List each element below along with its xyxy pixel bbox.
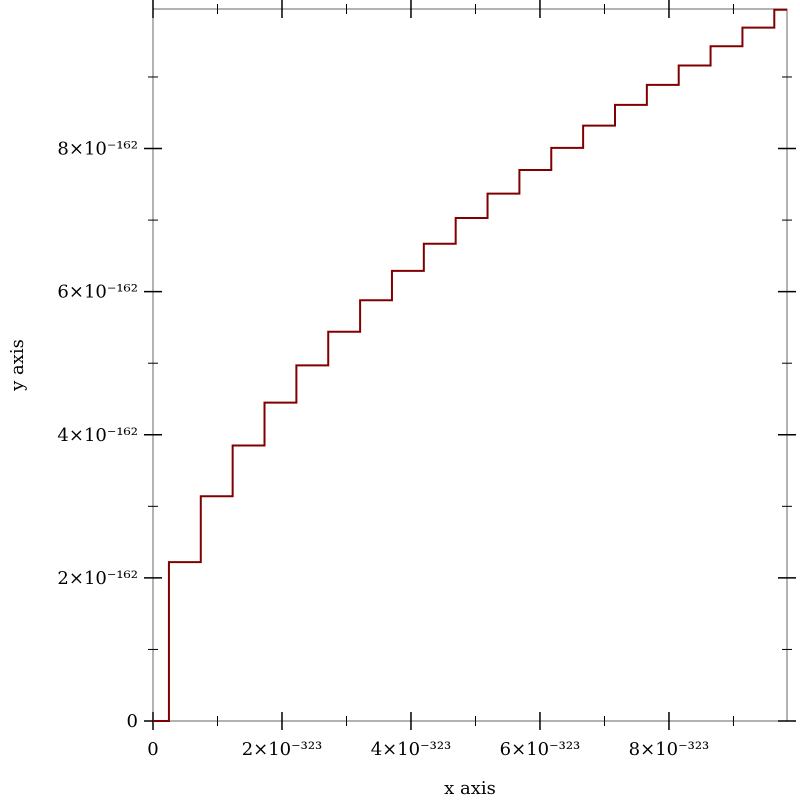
x-tick-label: 4×10⁻³²³	[371, 739, 452, 760]
x-tick-label: 8×10⁻³²³	[629, 739, 710, 760]
y-axis-label: y axis	[7, 339, 28, 392]
x-tick-label: 2×10⁻³²³	[242, 739, 323, 760]
y-tick-label: 8×10⁻¹⁶²	[57, 139, 138, 160]
y-tick-label: 0	[127, 711, 138, 732]
y-tick-label: 6×10⁻¹⁶²	[57, 282, 138, 303]
x-tick-label: 6×10⁻³²³	[500, 739, 581, 760]
data-line	[153, 8, 787, 722]
x-axis-label: x axis	[444, 778, 496, 799]
x-tick-label: 0	[147, 739, 158, 760]
y-tick-label: 2×10⁻¹⁶²	[57, 568, 138, 589]
plot-frame	[152, 8, 788, 722]
y-tick-label: 4×10⁻¹⁶²	[57, 425, 138, 446]
